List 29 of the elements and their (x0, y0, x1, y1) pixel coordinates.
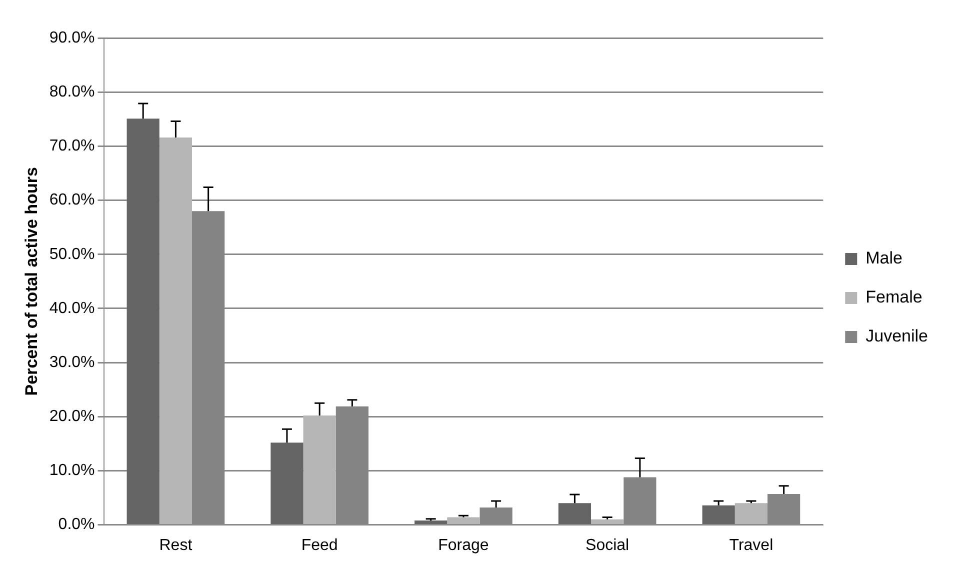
y-tick-label: 40.0% (49, 300, 95, 317)
bar (270, 442, 304, 524)
bar (414, 520, 448, 524)
legend-label: Juvenile (866, 326, 928, 346)
y-tick-label: 60.0% (49, 192, 95, 209)
y-tick-label: 20.0% (49, 408, 95, 426)
legend-label: Male (866, 248, 902, 268)
y-tick-label: 0.0% (58, 516, 95, 534)
bar (126, 118, 160, 524)
bar (447, 517, 480, 524)
y-tick-label: 70.0% (49, 138, 95, 155)
legend-label: Female (866, 288, 922, 307)
y-tick-label: 80.0% (49, 83, 95, 100)
y-tick-label: 90.0% (49, 29, 95, 46)
bar (159, 138, 192, 524)
y-axis-title: Percent of total active hours (22, 167, 41, 396)
bar (702, 505, 735, 524)
y-tick-label: 30.0% (49, 354, 95, 371)
bar (734, 503, 768, 524)
x-tick-label: Forage (438, 536, 489, 554)
y-tick-label: 50.0% (49, 246, 95, 263)
bar (303, 416, 336, 524)
x-tick-label: Rest (159, 536, 193, 554)
x-tick-label: Social (586, 536, 630, 554)
y-tick-label: 10.0% (49, 462, 95, 480)
bar (591, 519, 624, 524)
bar (558, 503, 592, 524)
x-tick-label: Travel (729, 536, 774, 554)
x-tick-label: Feed (301, 536, 338, 554)
